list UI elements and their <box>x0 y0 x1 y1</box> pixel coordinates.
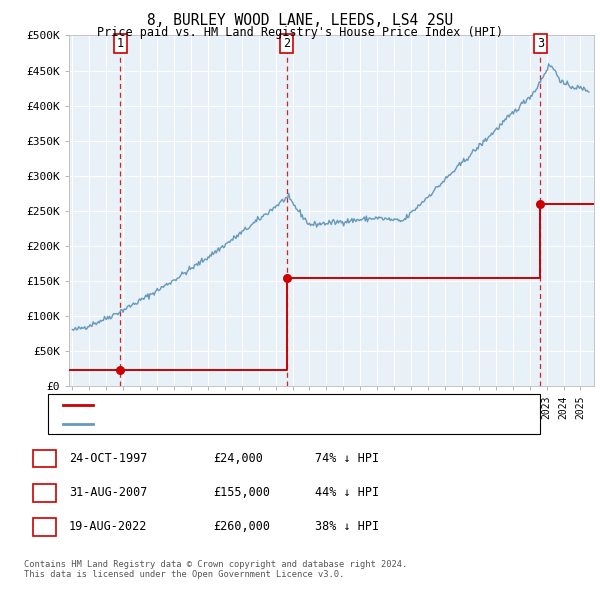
Text: 3: 3 <box>537 37 544 50</box>
Text: 38% ↓ HPI: 38% ↓ HPI <box>315 520 379 533</box>
Text: £155,000: £155,000 <box>213 486 270 499</box>
Text: Price paid vs. HM Land Registry's House Price Index (HPI): Price paid vs. HM Land Registry's House … <box>97 26 503 39</box>
Text: £24,000: £24,000 <box>213 452 263 465</box>
Text: 74% ↓ HPI: 74% ↓ HPI <box>315 452 379 465</box>
Text: Contains HM Land Registry data © Crown copyright and database right 2024.
This d: Contains HM Land Registry data © Crown c… <box>24 560 407 579</box>
Text: £260,000: £260,000 <box>213 520 270 533</box>
Text: 2: 2 <box>283 37 290 50</box>
Text: HPI: Average price, detached house, Leeds: HPI: Average price, detached house, Leed… <box>99 419 365 428</box>
Text: 1: 1 <box>41 452 48 465</box>
Text: 24-OCT-1997: 24-OCT-1997 <box>69 452 148 465</box>
Text: 8, BURLEY WOOD LANE, LEEDS, LS4 2SU (detached house): 8, BURLEY WOOD LANE, LEEDS, LS4 2SU (det… <box>99 400 437 410</box>
Text: 3: 3 <box>41 520 48 533</box>
Text: 44% ↓ HPI: 44% ↓ HPI <box>315 486 379 499</box>
Text: 19-AUG-2022: 19-AUG-2022 <box>69 520 148 533</box>
Text: 8, BURLEY WOOD LANE, LEEDS, LS4 2SU: 8, BURLEY WOOD LANE, LEEDS, LS4 2SU <box>147 13 453 28</box>
Text: 31-AUG-2007: 31-AUG-2007 <box>69 486 148 499</box>
Text: 2: 2 <box>41 486 48 499</box>
Text: 1: 1 <box>116 37 124 50</box>
